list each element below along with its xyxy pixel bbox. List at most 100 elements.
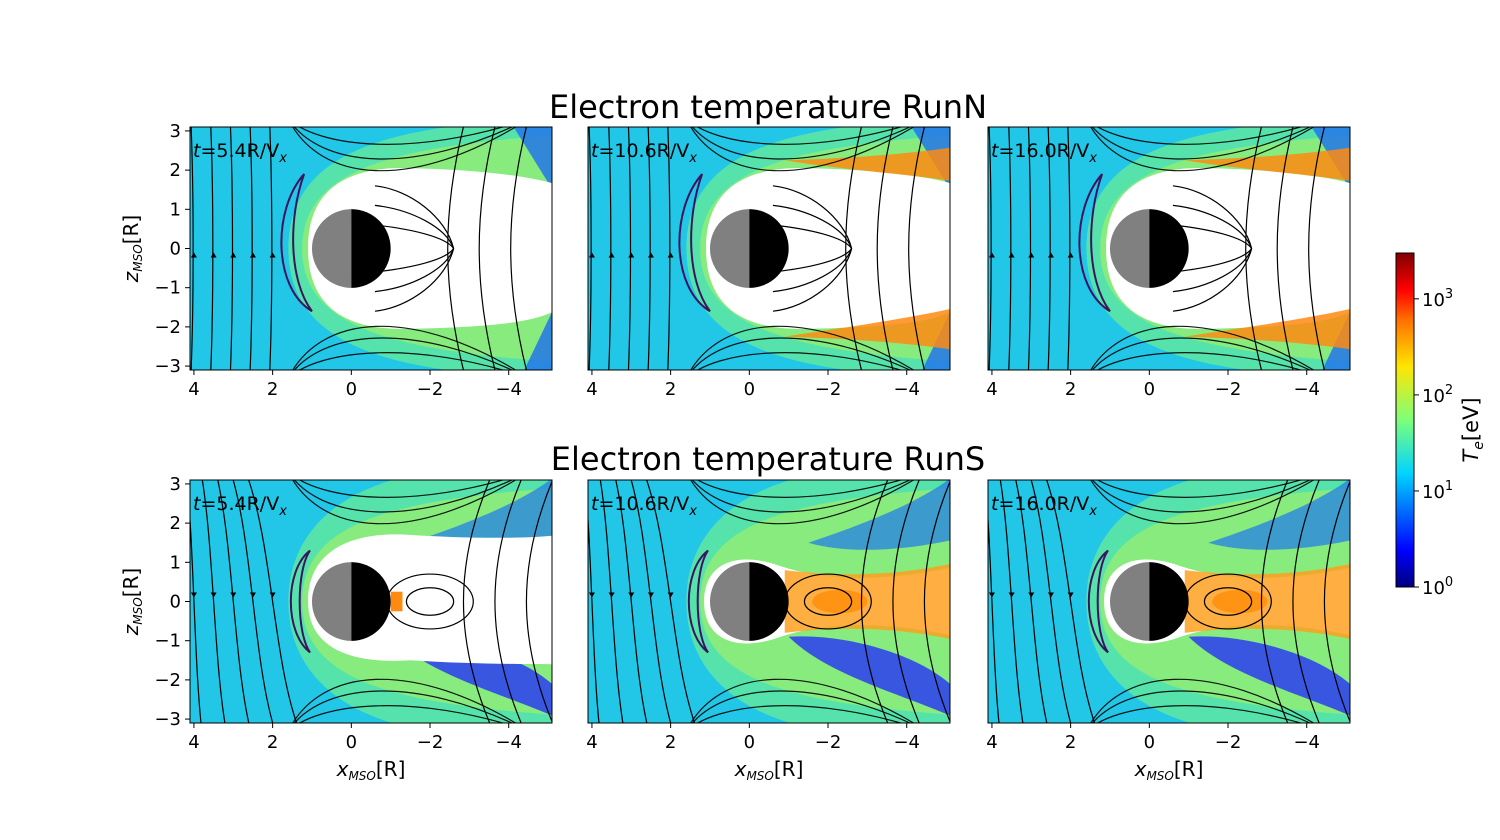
hot-plasma-sheet xyxy=(1184,564,1350,639)
x-tick-label: −2 xyxy=(417,732,444,753)
magnetic-field-lines xyxy=(988,127,1326,370)
planet-nightside xyxy=(1149,562,1189,641)
planet-dayside xyxy=(311,562,352,641)
y-tick-label: −1 xyxy=(154,278,181,299)
colorbar: 100 101 102 103 Te[eV] xyxy=(1395,252,1487,599)
magnetospheric-cavity xyxy=(706,168,950,329)
x-tick-label: −2 xyxy=(1215,379,1242,400)
y-tick-label: 3 xyxy=(170,474,181,495)
panel-runn-1: t=5.4R/Vx 4 2 0 −2 −4 3 2 1 0 −1 −2 −3 zMSO[R] xyxy=(119,121,553,400)
colorbar-tick-label: 103 xyxy=(1422,287,1453,311)
y-tick-label: 1 xyxy=(170,199,181,220)
panel-runs-1: t=5.4R/Vx 4 2 0 −2 −4 3 2 1 0 −1 −2 −3 xMSO[R] zMSO[R] xyxy=(119,474,553,783)
x-tick-label: −2 xyxy=(417,379,444,400)
planet xyxy=(1109,209,1189,288)
x-tick-label: 4 xyxy=(986,732,997,753)
panel-runn-3: t=16.0R/Vx 4 2 0 −2 −4 xyxy=(986,126,1351,400)
x-tick-label: 4 xyxy=(188,379,199,400)
x-tick-label: −4 xyxy=(1293,379,1320,400)
magnetic-field-lines xyxy=(588,127,926,370)
y-tick-label: 2 xyxy=(170,513,181,534)
axes-frame xyxy=(587,479,951,724)
time-label: t=5.4R/Vx xyxy=(193,493,287,519)
y-tick-label: −3 xyxy=(154,709,181,730)
x-axis-label: xMSO[R] xyxy=(734,757,804,783)
panel-runs-2: t=10.6R/Vx 4 2 0 −2 −4 xMSO[R] xyxy=(586,479,951,783)
axes-frame xyxy=(587,126,951,371)
bow-shock-contour xyxy=(1078,173,1111,313)
y-axis-label: zMSO[R] xyxy=(119,568,145,636)
bow-shock-contour xyxy=(687,549,709,654)
y-tick-label: −2 xyxy=(154,670,181,691)
x-axis-label: xMSO[R] xyxy=(1134,757,1204,783)
planet-nightside xyxy=(749,209,789,288)
y-tick-label: 0 xyxy=(170,592,181,613)
x-tick-label: 4 xyxy=(586,732,597,753)
x-tick-label: −2 xyxy=(1215,732,1242,753)
x-tick-label: 0 xyxy=(1144,732,1155,753)
y-tick-label: 1 xyxy=(170,552,181,573)
time-label: t=16.0R/Vx xyxy=(991,140,1097,166)
x-tick-label: −4 xyxy=(1293,732,1320,753)
bow-shock-contour xyxy=(289,549,311,654)
x-tick-label: 2 xyxy=(267,379,278,400)
planet xyxy=(709,209,789,288)
x-tick-label: 0 xyxy=(744,732,755,753)
x-tick-label: −4 xyxy=(893,732,920,753)
planet-nightside xyxy=(1149,209,1189,288)
axes-frame xyxy=(987,479,1351,724)
x-tick-label: 0 xyxy=(346,732,357,753)
x-axis-label: xMSO[R] xyxy=(336,757,406,783)
magnetic-field-lines xyxy=(988,480,1350,723)
x-tick-label: −2 xyxy=(815,732,842,753)
planet-dayside xyxy=(311,209,352,288)
bow-shock-contour xyxy=(678,173,711,313)
y-tick-label: 2 xyxy=(170,160,181,181)
y-tick-label: −3 xyxy=(154,356,181,377)
time-label: t=5.4R/Vx xyxy=(193,140,287,166)
x-tick-label: 0 xyxy=(346,379,357,400)
planet-dayside xyxy=(709,209,750,288)
x-tick-label: 0 xyxy=(1144,379,1155,400)
x-tick-label: −4 xyxy=(495,379,522,400)
time-label: t=16.0R/Vx xyxy=(991,493,1097,519)
planet-dayside xyxy=(1109,209,1150,288)
x-tick-label: 2 xyxy=(665,732,676,753)
x-tick-label: 4 xyxy=(586,379,597,400)
x-tick-label: −4 xyxy=(893,379,920,400)
colorbar-tick-label: 102 xyxy=(1422,383,1453,407)
magnetospheric-cavity xyxy=(308,168,552,329)
panel-runs-3: t=16.0R/Vx 4 2 0 −2 −4 xMSO[R] xyxy=(986,479,1351,783)
x-tick-label: 2 xyxy=(1065,732,1076,753)
y-tick-label: 3 xyxy=(170,121,181,142)
magnetospheric-cavity xyxy=(1106,168,1350,329)
y-tick-label: −2 xyxy=(154,317,181,338)
planet-nightside xyxy=(749,562,789,641)
time-label: t=10.6R/Vx xyxy=(591,140,697,166)
magnetic-field-lines xyxy=(190,480,552,723)
x-tick-label: 4 xyxy=(986,379,997,400)
x-tick-label: −2 xyxy=(815,379,842,400)
planet xyxy=(709,562,789,641)
y-tick-label: 0 xyxy=(170,239,181,260)
x-tick-label: −4 xyxy=(495,732,522,753)
x-tick-label: 4 xyxy=(188,732,199,753)
bow-shock-contour xyxy=(280,173,313,313)
bow-shock-contour xyxy=(1087,549,1109,654)
magnetic-field-lines xyxy=(588,480,950,723)
planet xyxy=(1109,562,1189,641)
colorbar-label: Te[eV] xyxy=(1459,397,1487,462)
colorbar-tick-label: 100 xyxy=(1422,575,1453,599)
magnetic-field-lines xyxy=(190,127,528,370)
planet xyxy=(311,562,391,641)
y-axis-label: zMSO[R] xyxy=(119,215,145,283)
x-tick-label: 2 xyxy=(267,732,278,753)
colorbar-gradient xyxy=(1395,252,1415,588)
x-tick-label: 0 xyxy=(744,379,755,400)
planet-nightside xyxy=(351,562,391,641)
panel-runn-2: t=10.6R/Vx 4 2 0 −2 −4 xyxy=(586,126,951,400)
row-title-runs: Electron temperature RunS xyxy=(551,440,985,478)
colorbar-tick-label: 101 xyxy=(1422,479,1453,503)
row-title-runn: Electron temperature RunN xyxy=(549,88,987,126)
